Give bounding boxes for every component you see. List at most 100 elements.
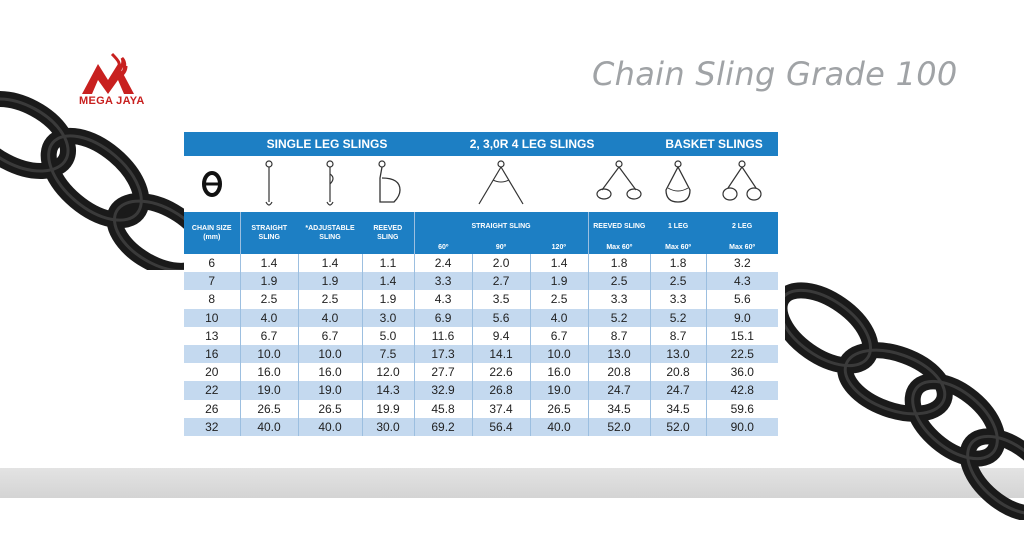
wll-cell: 2.5 (649, 272, 707, 291)
chain-size-cell: 10 (184, 308, 240, 327)
max60-header-1: Max 60º (587, 240, 651, 254)
wll-cell: 26.5 (529, 399, 589, 418)
wll-cell: 42.8 (705, 381, 779, 400)
wll-cell: 2.5 (297, 290, 362, 309)
wll-cell: 36.0 (705, 363, 779, 382)
wll-cell: 5.6 (471, 308, 531, 327)
wll-cell: 1.8 (649, 254, 707, 273)
straight-header: STRAIGHT SLING (239, 212, 298, 254)
wll-cell: 8.7 (649, 326, 707, 345)
wll-cell: 6.9 (413, 308, 473, 327)
wll-cell: 14.3 (361, 381, 415, 400)
wll-cell: 24.7 (649, 381, 707, 400)
wll-cell: 19.9 (361, 399, 415, 418)
single-leg-header: SINGLE LEG SLINGS (240, 132, 415, 156)
wll-cell: 59.6 (705, 399, 779, 418)
wll-cell: 45.8 (413, 399, 473, 418)
wll-cell: 10.0 (239, 344, 298, 364)
wll-cell: 9.0 (705, 308, 779, 327)
reeved-sling-header: REEVED SLING (587, 212, 651, 240)
wll-cell: 37.4 (471, 399, 531, 418)
wll-cell: 5.0 (361, 326, 415, 345)
adjustable-header: *ADJUSTABLE SLING (298, 212, 362, 254)
wll-cell: 6.7 (297, 326, 362, 345)
wll-cell: 17.3 (413, 344, 473, 364)
wll-cell: 3.3 (649, 290, 707, 309)
wll-cell: 52.0 (587, 417, 651, 436)
wll-cell: 3.5 (471, 290, 531, 309)
bottom-band (0, 468, 1024, 498)
chain-size-cell: 13 (184, 326, 240, 345)
wll-cell: 1.9 (297, 272, 362, 291)
wll-cell: 1.4 (239, 254, 298, 273)
max60-header-3: Max 60º (706, 240, 779, 254)
blank-cell (184, 132, 240, 156)
chain-left-image (0, 90, 200, 270)
wll-cell: 4.0 (529, 308, 589, 327)
group-header-row: SINGLE LEG SLINGS 2, 3,0R 4 LEG SLINGS B… (184, 132, 779, 156)
chain-size-header: CHAIN SIZE (mm) (184, 212, 240, 254)
wll-cell: 14.1 (471, 344, 531, 364)
two-leg-sling-icon (414, 156, 589, 212)
chain-size-cell: 20 (184, 363, 240, 382)
wll-cell: 4.3 (413, 290, 473, 309)
wll-cell: 22.6 (471, 363, 531, 382)
straight-sling-group-header: STRAIGHT SLING (413, 212, 589, 240)
wll-cell: 26.5 (239, 399, 298, 418)
wll-cell: 40.0 (239, 417, 298, 436)
wll-cell: 16.0 (529, 363, 589, 382)
chain-right-image (785, 282, 1024, 520)
straight-sling-icon (240, 156, 298, 212)
wll-cell: 2.0 (471, 254, 531, 273)
wll-cell: 13.0 (649, 344, 707, 364)
wll-cell: 5.2 (649, 308, 707, 327)
table-row: 20 16.0 16.0 12.0 27.7 22.6 16.0 20.8 20.8 36.0 (184, 363, 779, 382)
chain-sling-table: SINGLE LEG SLINGS 2, 3,0R 4 LEG SLINGS B… (184, 132, 779, 436)
max60-header-2: Max 60º (650, 240, 707, 254)
table-row: 7 1.9 1.9 1.4 3.3 2.7 1.9 2.5 2.5 4.3 (184, 272, 779, 291)
icon-row (184, 156, 779, 212)
wll-cell: 30.0 (361, 417, 415, 436)
wll-cell: 19.0 (239, 381, 298, 400)
wll-cell: 40.0 (297, 417, 362, 436)
wll-cell: 2.5 (529, 290, 589, 309)
wll-cell: 1.1 (361, 254, 415, 273)
wll-cell: 34.5 (649, 399, 707, 418)
wll-cell: 1.8 (587, 254, 651, 273)
wll-cell: 20.8 (587, 363, 651, 382)
wll-cell: 16.0 (239, 363, 298, 382)
chain-size-cell: 8 (184, 290, 240, 309)
wll-cell: 3.3 (587, 290, 651, 309)
wll-cell: 3.3 (413, 272, 473, 291)
wll-cell: 1.9 (529, 272, 589, 291)
wll-cell: 1.4 (361, 272, 415, 291)
wll-cell: 9.4 (471, 326, 531, 345)
wll-cell: 56.4 (471, 417, 531, 436)
angle-header-row: 60º 90º 120º Max 60º Max 60º Max 60º (184, 240, 779, 254)
wll-cell: 1.9 (361, 290, 415, 309)
one-leg-header: 1 LEG (650, 212, 707, 240)
wll-cell: 3.0 (361, 308, 415, 327)
basket-header: BASKET SLINGS (650, 132, 779, 156)
wll-cell: 12.0 (361, 363, 415, 382)
table-row: 16 10.0 10.0 7.5 17.3 14.1 10.0 13.0 13.0 22.5 (184, 344, 779, 364)
wll-cell: 1.9 (239, 272, 298, 291)
table-row: 26 26.5 26.5 19.9 45.8 37.4 26.5 34.5 34.5 59.6 (184, 399, 779, 418)
chain-size-cell: 16 (184, 344, 240, 364)
wll-cell: 6.7 (239, 326, 298, 345)
wll-cell: 2.7 (471, 272, 531, 291)
basket-one-leg-icon (650, 156, 707, 212)
chain-size-cell: 32 (184, 417, 240, 436)
chain-size-cell: 7 (184, 272, 240, 291)
page-title: Chain Sling Grade 100 (592, 55, 958, 93)
basket-two-leg-icon (706, 156, 779, 212)
table-body: 6 1.4 1.4 1.1 2.4 2.0 1.4 1.8 1.8 3.2 7 1.9 1.9 1.4 3.… (184, 254, 779, 436)
wll-cell: 4.0 (297, 308, 362, 327)
multi-leg-header: 2, 3,0R 4 LEG SLINGS (414, 132, 651, 156)
two-leg-header: 2 LEG (706, 212, 779, 240)
wll-cell: 2.5 (239, 290, 298, 309)
wll-cell: 2.4 (413, 254, 473, 273)
wll-cell: 20.8 (649, 363, 707, 382)
table-row: 32 40.0 40.0 30.0 69.2 56.4 40.0 52.0 52.0 90.0 (184, 417, 779, 436)
wll-cell: 52.0 (649, 417, 707, 436)
